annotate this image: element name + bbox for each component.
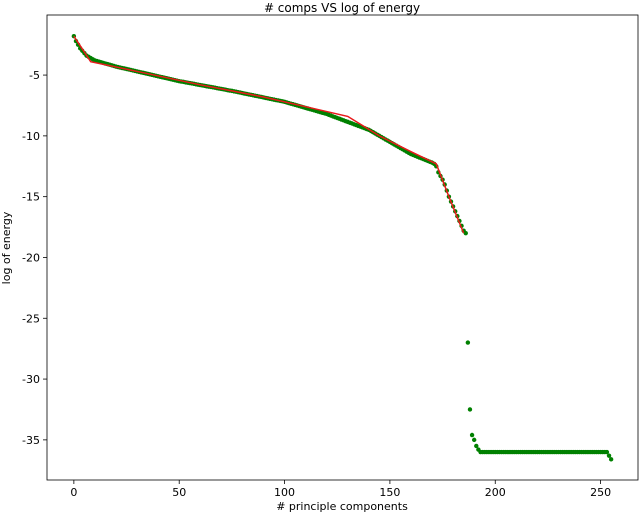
point — [469, 432, 475, 438]
y-tick-label: -10 — [22, 130, 40, 143]
y-tick-label: -15 — [22, 191, 40, 204]
y-tick-label: -20 — [22, 251, 40, 264]
y-tick-label: -25 — [22, 312, 40, 325]
y-tick-label: -35 — [22, 434, 40, 447]
x-tick-label: 100 — [274, 486, 295, 499]
plot-frame — [46, 14, 639, 481]
x-tick-label: 200 — [485, 486, 506, 499]
point — [467, 407, 473, 412]
chart-title: # comps VS log of energy — [264, 1, 420, 15]
x-tick-label: 0 — [70, 486, 77, 499]
point — [463, 230, 468, 236]
y-axis-label: log of energy — [0, 211, 13, 284]
y-tick-label: -5 — [29, 69, 40, 82]
line — [73, 35, 465, 234]
point — [471, 437, 477, 443]
x-tick-label: 150 — [379, 486, 400, 499]
x-tick-label: 50 — [172, 486, 186, 499]
x-axis-label: # principle components — [276, 500, 408, 513]
point — [608, 457, 614, 462]
point — [474, 443, 479, 449]
point — [606, 453, 612, 458]
point — [465, 340, 471, 345]
point — [604, 449, 610, 455]
x-tick-label: 250 — [590, 486, 611, 499]
y-tick-label: -30 — [22, 373, 40, 386]
